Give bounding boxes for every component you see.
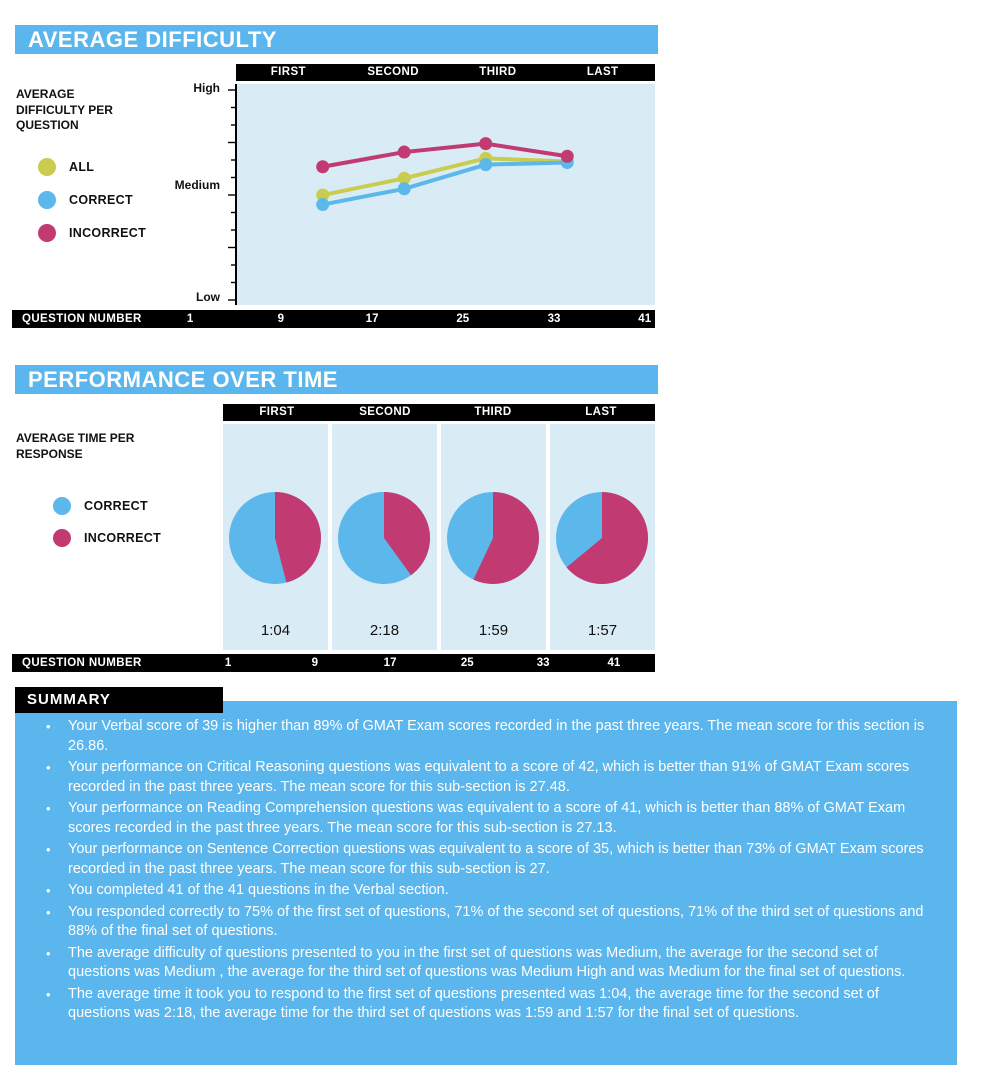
question-number-tick: 9 xyxy=(277,313,284,325)
question-number-tick: 1 xyxy=(186,313,194,325)
legend-label: ALL xyxy=(69,160,95,174)
data-point-correct xyxy=(316,198,330,212)
data-point-incorrect xyxy=(560,149,574,163)
pie-slice-incorrect xyxy=(275,492,321,583)
time-legend: CORRECT INCORRECT xyxy=(53,497,161,561)
set-label-last: LAST xyxy=(586,66,619,78)
y-label-low: Low xyxy=(196,290,220,304)
difficulty-y-axis xyxy=(225,84,237,305)
pie-slice-incorrect xyxy=(566,492,649,584)
pie-time-label: 1:04 xyxy=(260,622,291,639)
summary-bullet: Your performance on Critical Reasoning q… xyxy=(40,758,929,797)
difficulty-line-chart xyxy=(237,84,655,305)
set-label-first: FIRST xyxy=(259,406,295,418)
question-number-tick: 17 xyxy=(383,657,397,669)
pie-chart-last xyxy=(556,492,649,584)
pie-slice-incorrect xyxy=(384,492,430,576)
legend-item-all: ALL xyxy=(38,158,146,176)
legend-item-incorrect: INCORRECT xyxy=(38,224,146,242)
summary-bullet: You responded correctly to 75% of the fi… xyxy=(40,903,929,942)
question-number-tick: 9 xyxy=(311,657,319,669)
time-set-label-bar: FIRST SECOND THIRD LAST xyxy=(223,404,655,421)
question-number-tick: 41 xyxy=(607,657,621,669)
pie-time-label: 2:18 xyxy=(369,622,400,639)
question-number-tick: 25 xyxy=(460,657,474,669)
question-number-tick: 41 xyxy=(638,313,652,325)
summary-bullet: The average time it took you to respond … xyxy=(40,985,929,1024)
pie-panel-second: 2:18 xyxy=(332,424,437,650)
set-label-third: THIRD xyxy=(474,406,512,418)
section-header-average-difficulty: AVERAGE DIFFICULTY xyxy=(15,25,658,54)
pie-panel-third: 1:59 xyxy=(441,424,546,650)
data-point-all xyxy=(316,188,330,202)
section-header-performance-over-time: PERFORMANCE OVER TIME xyxy=(15,365,658,394)
set-label-third: THIRD xyxy=(479,66,517,78)
difficulty-legend: ALL CORRECT INCORRECT xyxy=(38,158,146,257)
legend-item-correct: CORRECT xyxy=(38,191,146,209)
question-number-title: QUESTION NUMBER xyxy=(22,657,142,669)
legend-dot-icon xyxy=(53,529,71,547)
summary-bullet: Your performance on Reading Comprehensio… xyxy=(40,799,929,838)
summary-bullet: You completed 41 of the 41 questions in … xyxy=(40,881,929,901)
time-axis-caption: AVERAGE TIME PER RESPONSE xyxy=(16,431,135,461)
data-point-correct xyxy=(397,182,411,196)
time-question-number-bar: QUESTION NUMBER 1 9 17 25 33 41 xyxy=(12,654,655,672)
pie-panel-first: 1:04 xyxy=(223,424,328,650)
pie-chart-first xyxy=(229,492,321,584)
pie-time-label: 1:57 xyxy=(587,622,618,639)
legend-item-correct: CORRECT xyxy=(53,497,161,515)
legend-dot-icon xyxy=(38,224,56,242)
question-number-tick: 25 xyxy=(456,313,470,325)
time-pie-charts: 1:04 2:18 1:59 1:57 xyxy=(223,424,655,650)
data-point-incorrect xyxy=(479,137,493,151)
data-point-correct xyxy=(479,158,493,172)
question-number-tick: 33 xyxy=(547,313,561,325)
y-label-medium: Medium xyxy=(174,178,220,192)
set-label-last: LAST xyxy=(585,406,617,418)
y-label-high: High xyxy=(193,81,220,95)
y-axis-ticks xyxy=(228,84,237,305)
pie-time-label: 1:59 xyxy=(478,622,509,639)
pie-chart-second xyxy=(338,492,430,584)
legend-item-incorrect: INCORRECT xyxy=(53,529,161,547)
legend-dot-icon xyxy=(53,497,71,515)
set-label-second: SECOND xyxy=(359,406,411,418)
summary-bullet: The average difficulty of questions pres… xyxy=(40,944,929,983)
summary-panel: Your Verbal score of 39 is higher than 8… xyxy=(15,701,957,1065)
pie-slice-incorrect xyxy=(473,492,540,584)
legend-label: CORRECT xyxy=(69,193,133,207)
legend-label: INCORRECT xyxy=(69,226,147,240)
difficulty-question-number-bar: QUESTION NUMBER 1 9 17 25 33 41 xyxy=(12,310,655,328)
legend-label: INCORRECT xyxy=(84,531,162,545)
pie-chart-third xyxy=(447,492,540,584)
question-number-tick: 17 xyxy=(365,313,379,325)
data-point-all xyxy=(397,171,411,185)
question-number-tick: 1 xyxy=(224,657,232,669)
summary-bullet: Your performance on Sentence Correction … xyxy=(40,840,929,879)
summary-title: SUMMARY xyxy=(15,687,223,713)
set-label-first: FIRST xyxy=(270,66,306,78)
pie-panel-last: 1:57 xyxy=(550,424,655,650)
difficulty-set-label-bar: FIRST SECOND THIRD LAST xyxy=(236,64,655,81)
legend-dot-icon xyxy=(38,191,56,209)
difficulty-axis-caption: AVERAGE DIFFICULTY PER QUESTION xyxy=(16,87,113,133)
question-number-tick: 33 xyxy=(536,657,550,669)
summary-bullet: Your Verbal score of 39 is higher than 8… xyxy=(40,717,929,756)
data-point-incorrect xyxy=(397,145,411,159)
data-point-incorrect xyxy=(316,160,330,174)
legend-label: CORRECT xyxy=(84,499,148,513)
question-number-title: QUESTION NUMBER xyxy=(22,313,142,325)
line-series-incorrect xyxy=(322,141,568,169)
set-label-second: SECOND xyxy=(367,66,419,78)
difficulty-line-chart-canvas xyxy=(316,137,574,212)
summary-bullet-list: Your Verbal score of 39 is higher than 8… xyxy=(15,701,957,1024)
legend-dot-icon xyxy=(38,158,56,176)
line-series-all xyxy=(322,156,568,198)
line-series-correct xyxy=(322,160,568,207)
